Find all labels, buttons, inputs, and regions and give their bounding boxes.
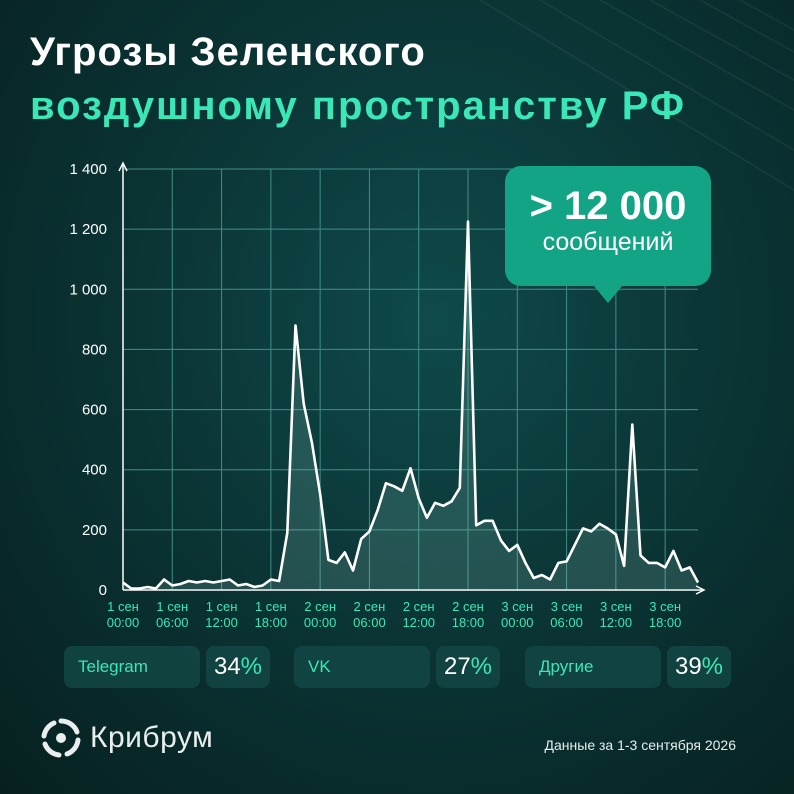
total-messages-value: > 12 000 xyxy=(529,184,687,228)
x-tick-label-date: 3 сен xyxy=(649,599,681,614)
source-other-unit: % xyxy=(701,653,724,680)
x-tick-label-date: 1 сен xyxy=(206,599,238,614)
source-vk-share: 27% xyxy=(436,646,500,688)
x-tick-label-time: 12:00 xyxy=(600,615,633,630)
y-axis-arrow xyxy=(118,161,128,172)
y-tick-label: 1 200 xyxy=(69,221,107,238)
x-tick-label-date: 1 сен xyxy=(107,599,139,614)
x-tick-label-date: 2 сен xyxy=(403,599,435,614)
x-tick-label-time: 18:00 xyxy=(255,615,288,630)
total-messages-label: сообщений xyxy=(542,228,674,256)
source-telegram-value: 34 xyxy=(213,653,241,680)
x-axis-arrow xyxy=(695,585,706,595)
x-tick-label-time: 12:00 xyxy=(402,615,435,630)
x-tick-label-date: 2 сен xyxy=(452,599,484,614)
x-tick-label-time: 00:00 xyxy=(304,615,337,630)
x-tick-label-time: 00:00 xyxy=(501,615,534,630)
data-period-note: Данные за 1-3 сентября 2026 xyxy=(544,737,736,753)
x-tick-label-time: 06:00 xyxy=(156,615,189,630)
source-other-label: Другие xyxy=(525,646,661,688)
brand-logo: Крибрум xyxy=(40,716,213,760)
y-tick-label: 1 000 xyxy=(69,281,107,298)
x-tick-label-time: 06:00 xyxy=(550,615,583,630)
source-telegram-unit: % xyxy=(240,653,263,680)
x-tick-label-date: 1 сен xyxy=(255,599,287,614)
x-tick-label-time: 06:00 xyxy=(353,615,386,630)
x-tick-label-date: 3 сен xyxy=(501,599,533,614)
x-tick-label-date: 2 сен xyxy=(354,599,386,614)
source-vk-value: 27 xyxy=(443,653,471,680)
x-tick-label-time: 00:00 xyxy=(107,615,140,630)
source-other-value: 39 xyxy=(674,653,702,680)
source-vk-unit: % xyxy=(470,653,493,680)
x-tick-label-date: 1 сен xyxy=(156,599,188,614)
chart-title-line2: воздушному пространству РФ xyxy=(30,84,687,128)
y-tick-label: 0 xyxy=(99,582,107,599)
y-tick-label: 200 xyxy=(82,522,107,539)
chart-title-line1: Угрозы Зеленского xyxy=(30,30,426,74)
brand-name: Крибрум xyxy=(90,721,214,754)
total-messages-callout: > 12 000 сообщений xyxy=(505,166,711,303)
source-telegram-share: 34% xyxy=(206,646,270,688)
source-vk-label: VK xyxy=(294,646,430,688)
y-tick-label: 600 xyxy=(82,402,107,419)
y-tick-label: 800 xyxy=(82,341,107,358)
y-tick-label: 400 xyxy=(82,462,107,479)
x-tick-label-time: 18:00 xyxy=(452,615,485,630)
y-tick-label: 1 400 xyxy=(69,161,107,178)
source-telegram-label: Telegram xyxy=(64,646,200,688)
x-tick-label-date: 3 сен xyxy=(551,599,583,614)
x-tick-label-time: 18:00 xyxy=(649,615,682,630)
x-tick-label-time: 12:00 xyxy=(205,615,238,630)
source-other-share: 39% xyxy=(667,646,731,688)
x-tick-label-date: 3 сен xyxy=(600,599,632,614)
series-area xyxy=(123,221,698,590)
kribrum-swirl-icon xyxy=(41,718,81,758)
x-tick-label-date: 2 сен xyxy=(304,599,336,614)
